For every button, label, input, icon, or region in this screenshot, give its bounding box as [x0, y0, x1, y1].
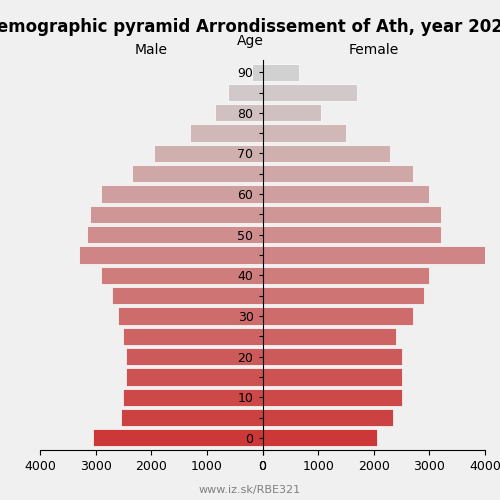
Bar: [262, 388, 402, 406]
Bar: [132, 165, 262, 182]
Bar: [190, 124, 262, 142]
X-axis label: Male: Male: [135, 44, 168, 58]
Bar: [126, 368, 262, 386]
Text: Age: Age: [236, 34, 264, 48]
Text: demographic pyramid Arrondissement of Ath, year 2020: demographic pyramid Arrondissement of At…: [0, 18, 500, 36]
Bar: [88, 226, 262, 244]
Bar: [262, 308, 412, 324]
Bar: [90, 206, 262, 223]
Bar: [101, 266, 262, 284]
Bar: [262, 124, 346, 142]
Bar: [262, 266, 430, 284]
Bar: [262, 328, 396, 345]
Bar: [262, 348, 402, 365]
Bar: [262, 368, 402, 386]
Bar: [262, 246, 499, 264]
Bar: [215, 104, 262, 122]
Bar: [262, 84, 357, 101]
Bar: [262, 165, 412, 182]
Bar: [262, 409, 393, 426]
Text: www.iz.sk/RBE321: www.iz.sk/RBE321: [199, 485, 301, 495]
Bar: [93, 429, 262, 446]
Bar: [262, 186, 430, 202]
Bar: [262, 104, 321, 122]
Bar: [154, 145, 262, 162]
Bar: [120, 409, 262, 426]
Bar: [262, 145, 390, 162]
X-axis label: Female: Female: [348, 44, 399, 58]
Bar: [79, 246, 262, 264]
Bar: [252, 64, 262, 81]
Bar: [126, 348, 262, 365]
Bar: [124, 388, 262, 406]
Bar: [262, 429, 376, 446]
Bar: [228, 84, 262, 101]
Bar: [101, 186, 262, 202]
Bar: [262, 287, 424, 304]
Bar: [124, 328, 262, 345]
Bar: [262, 64, 298, 81]
Bar: [112, 287, 262, 304]
Bar: [262, 226, 440, 244]
Bar: [262, 206, 440, 223]
Bar: [118, 308, 262, 324]
